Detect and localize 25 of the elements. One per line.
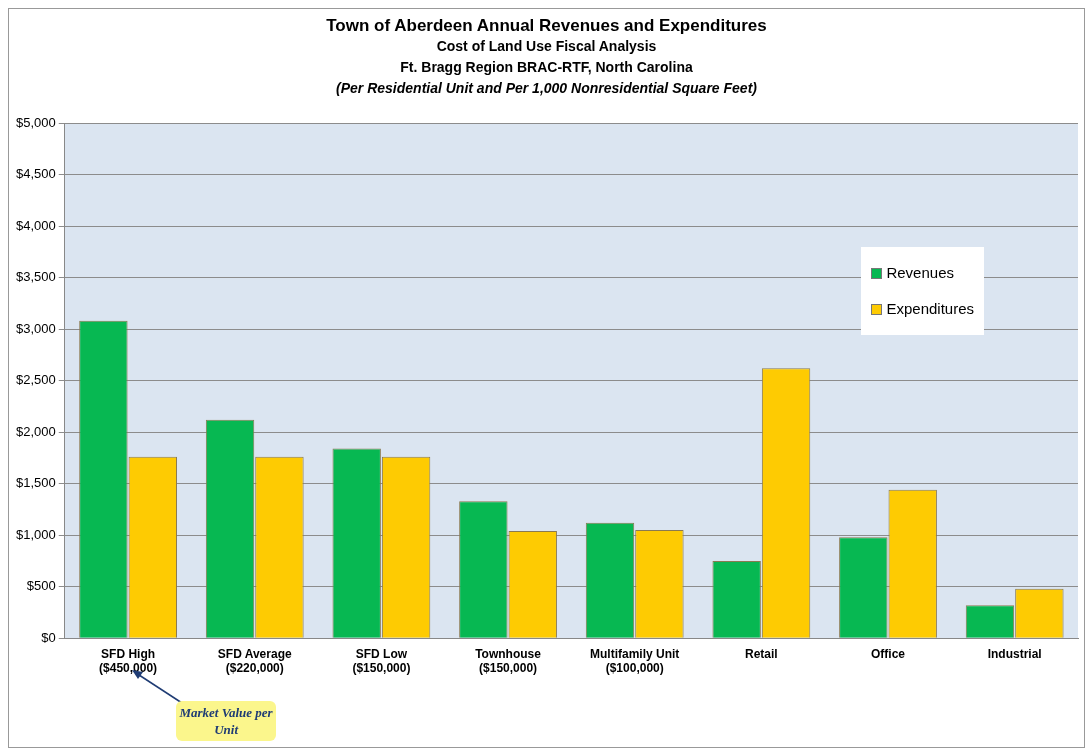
x-tick-label: Townhouse ($150,000) [475, 646, 542, 676]
text: (Per Residential Unit and Per 1,000 Nonresidential Square Feet) [335, 79, 758, 98]
x-tick-label: SFD Low ($150,000) [352, 646, 411, 676]
y-tick-label: $1,000 [16, 526, 56, 542]
legend-label: Expenditures [886, 299, 974, 319]
x-tick-label: SFD Average ($220,000) [217, 646, 292, 676]
y-tick-label: $2,500 [16, 372, 56, 388]
legend-label: Revenues [886, 263, 954, 283]
x-tick-label: SFD High ($450,000) [99, 646, 158, 676]
y-tick-label: $0 [41, 629, 56, 645]
x-tick-label: Retail [745, 646, 778, 661]
chart-subtitle: Cost of Land Use Fiscal Analysis Ft. Bragg Region BRAC-RTF, North Carolina [399, 37, 694, 77]
chart-title: Town of Aberdeen Annual Revenues and Expenditures [325, 15, 768, 36]
x-tick-label: Industrial [987, 646, 1042, 661]
x-tick-label: Office [871, 646, 906, 661]
y-tick-label: $3,000 [16, 320, 56, 336]
y-tick-label: $5,000 [16, 114, 56, 130]
y-tick-label: $1,500 [16, 475, 56, 491]
text: Market Value per Unit [176, 701, 277, 741]
y-tick-label: $4,000 [16, 217, 56, 233]
y-tick-label: $4,500 [16, 166, 56, 182]
x-tick-label: Multifamily Unit ($100,000) [590, 646, 680, 676]
y-tick-label: $500 [26, 578, 56, 594]
y-tick-label: $2,000 [16, 423, 56, 439]
y-tick-label: $3,500 [16, 269, 56, 285]
